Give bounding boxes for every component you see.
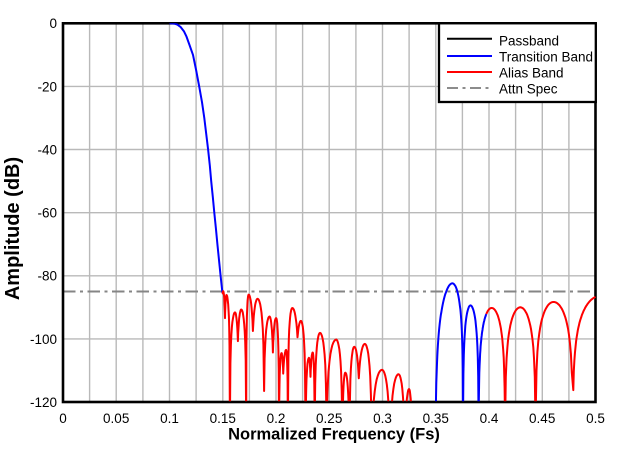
svg-text:0.4: 0.4 <box>480 411 499 426</box>
svg-text:Normalized Frequency (Fs): Normalized Frequency (Fs) <box>228 426 440 444</box>
svg-text:Transition Band: Transition Band <box>499 50 593 65</box>
svg-text:-20: -20 <box>37 79 57 94</box>
svg-text:0.25: 0.25 <box>316 411 342 426</box>
svg-text:0.45: 0.45 <box>529 411 555 426</box>
svg-text:-120: -120 <box>30 395 57 410</box>
svg-text:0: 0 <box>49 16 57 31</box>
svg-text:0.2: 0.2 <box>267 411 286 426</box>
svg-text:0.15: 0.15 <box>210 411 236 426</box>
svg-text:0.35: 0.35 <box>423 411 449 426</box>
svg-text:Attn Spec: Attn Spec <box>499 82 558 97</box>
svg-text:0.5: 0.5 <box>586 411 605 426</box>
svg-text:0.05: 0.05 <box>103 411 129 426</box>
svg-text:0.3: 0.3 <box>373 411 392 426</box>
svg-text:0: 0 <box>59 411 67 426</box>
svg-text:-60: -60 <box>37 206 57 221</box>
svg-text:-40: -40 <box>37 142 57 157</box>
svg-text:0.1: 0.1 <box>160 411 179 426</box>
svg-text:Passband: Passband <box>499 34 559 49</box>
svg-text:-80: -80 <box>37 269 57 284</box>
svg-text:Alias Band: Alias Band <box>499 66 564 81</box>
svg-text:-100: -100 <box>30 332 57 347</box>
svg-text:Amplitude (dB): Amplitude (dB) <box>2 157 24 300</box>
